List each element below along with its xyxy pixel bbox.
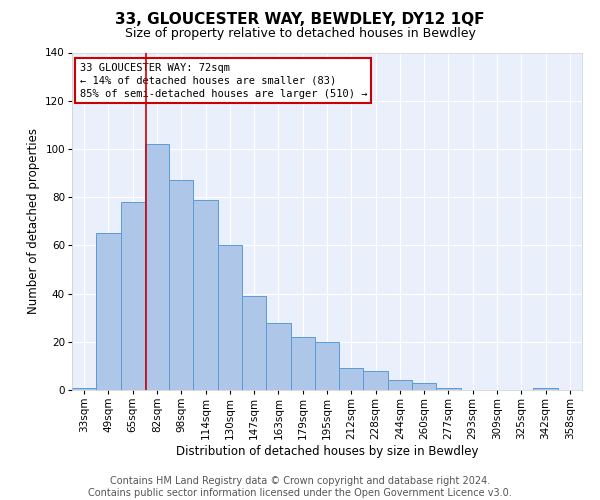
Text: 33, GLOUCESTER WAY, BEWDLEY, DY12 1QF: 33, GLOUCESTER WAY, BEWDLEY, DY12 1QF	[115, 12, 485, 28]
Bar	[290, 337, 315, 390]
Bar	[266, 322, 290, 390]
Bar	[169, 180, 193, 390]
Bar	[388, 380, 412, 390]
Bar	[218, 246, 242, 390]
Bar	[436, 388, 461, 390]
X-axis label: Distribution of detached houses by size in Bewdley: Distribution of detached houses by size …	[176, 444, 478, 458]
Bar	[145, 144, 169, 390]
Bar	[533, 388, 558, 390]
Bar	[121, 202, 145, 390]
Text: Contains HM Land Registry data © Crown copyright and database right 2024.
Contai: Contains HM Land Registry data © Crown c…	[88, 476, 512, 498]
Bar	[242, 296, 266, 390]
Bar	[72, 388, 96, 390]
Bar	[96, 234, 121, 390]
Bar	[193, 200, 218, 390]
Bar	[412, 383, 436, 390]
Y-axis label: Number of detached properties: Number of detached properties	[27, 128, 40, 314]
Bar	[315, 342, 339, 390]
Bar	[364, 370, 388, 390]
Text: Size of property relative to detached houses in Bewdley: Size of property relative to detached ho…	[125, 28, 475, 40]
Text: 33 GLOUCESTER WAY: 72sqm
← 14% of detached houses are smaller (83)
85% of semi-d: 33 GLOUCESTER WAY: 72sqm ← 14% of detach…	[80, 62, 367, 99]
Bar	[339, 368, 364, 390]
